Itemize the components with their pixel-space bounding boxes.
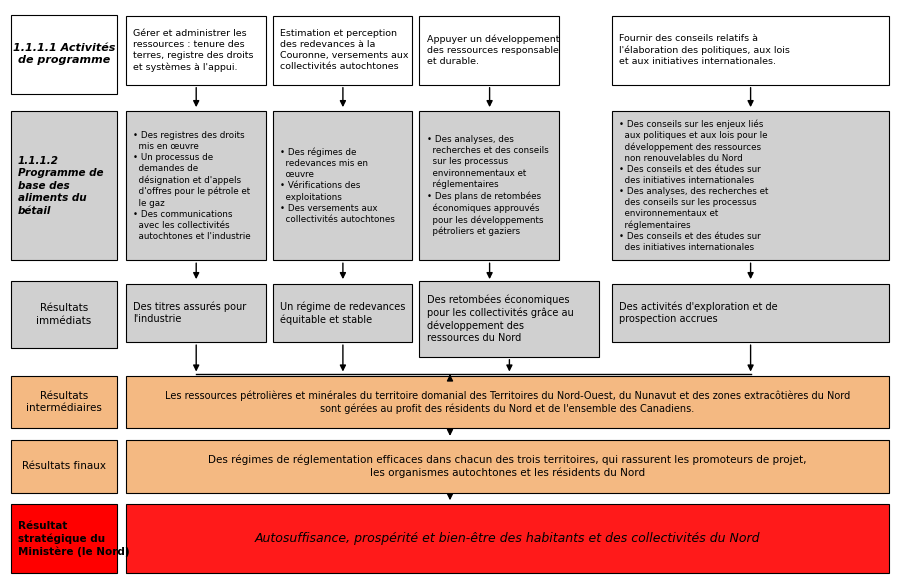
FancyBboxPatch shape [126,111,266,260]
FancyBboxPatch shape [126,284,266,342]
FancyBboxPatch shape [126,16,266,85]
Text: Des régimes de réglementation efficaces dans chacun des trois territoires, qui r: Des régimes de réglementation efficaces … [209,455,807,478]
Text: Un régime de redevances
équitable et stable: Un régime de redevances équitable et sta… [280,301,405,325]
FancyBboxPatch shape [273,284,412,342]
FancyBboxPatch shape [11,376,117,428]
FancyBboxPatch shape [612,16,889,85]
Text: 1.1.1.2
Programme de
base des
aliments du
bétail: 1.1.1.2 Programme de base des aliments d… [18,156,104,215]
Text: • Des registres des droits
  mis en œuvre
• Un processus de
  demandes de
  dési: • Des registres des droits mis en œuvre … [133,130,251,241]
FancyBboxPatch shape [273,111,412,260]
Text: • Des conseils sur les enjeux liés
  aux politiques et aux lois pour le
  dévelo: • Des conseils sur les enjeux liés aux p… [619,119,769,252]
Text: Résultats finaux: Résultats finaux [22,461,106,472]
FancyBboxPatch shape [11,15,117,94]
Text: Autosuffisance, prospérité et bien-être des habitants et des collectivités du No: Autosuffisance, prospérité et bien-être … [255,532,760,545]
FancyBboxPatch shape [612,284,889,342]
Text: Appuyer un développement
des ressources responsable
et durable.: Appuyer un développement des ressources … [427,35,559,66]
FancyBboxPatch shape [419,16,559,85]
Text: 1.1.1.1 Activités
de programme: 1.1.1.1 Activités de programme [13,43,115,66]
Text: Des retombées économiques
pour les collectivités grâce au
développement des
ress: Des retombées économiques pour les colle… [427,294,573,343]
Text: Résultat
stratégique du
Ministère (le Nord): Résultat stratégique du Ministère (le No… [18,521,130,557]
FancyBboxPatch shape [11,504,117,573]
Text: Les ressources pétrolières et minérales du territoire domanial des Territoires d: Les ressources pétrolières et minérales … [165,390,850,414]
Text: Des titres assurés pour
l'industrie: Des titres assurés pour l'industrie [133,301,247,325]
Text: Résultats
immédiats: Résultats immédiats [36,303,92,326]
FancyBboxPatch shape [126,376,889,428]
FancyBboxPatch shape [419,111,559,260]
FancyBboxPatch shape [273,16,412,85]
FancyBboxPatch shape [11,111,117,260]
Text: Résultats
intermédiaires: Résultats intermédiaires [26,391,102,413]
FancyBboxPatch shape [612,111,889,260]
Text: Gérer et administrer les
ressources : tenure des
terres, registre des droits
et : Gérer et administrer les ressources : te… [133,29,254,72]
FancyBboxPatch shape [11,440,117,493]
FancyBboxPatch shape [419,281,599,357]
Text: • Des analyses, des
  recherches et des conseils
  sur les processus
  environne: • Des analyses, des recherches et des co… [427,135,548,236]
FancyBboxPatch shape [126,440,889,493]
FancyBboxPatch shape [126,504,889,573]
FancyBboxPatch shape [11,281,117,348]
Text: Des activités d'exploration et de
prospection accrues: Des activités d'exploration et de prospe… [619,301,778,325]
Text: Fournir des conseils relatifs à
l'élaboration des politiques, aux lois
et aux in: Fournir des conseils relatifs à l'élabor… [619,35,790,66]
Text: Estimation et perception
des redevances à la
Couronne, versements aux
collectivi: Estimation et perception des redevances … [280,29,409,71]
Text: • Des régimes de
  redevances mis en
  œuvre
• Vérifications des
  exploitations: • Des régimes de redevances mis en œuvre… [280,147,395,224]
